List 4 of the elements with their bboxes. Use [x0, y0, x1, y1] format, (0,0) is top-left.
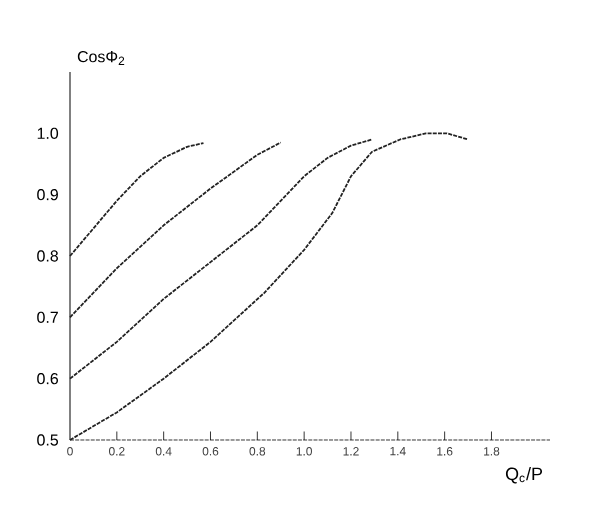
line-series	[69, 132, 469, 441]
line-series	[69, 138, 373, 380]
line-series	[69, 141, 282, 319]
x-axis-title: Q$_{c}$/P	[505, 467, 543, 484]
